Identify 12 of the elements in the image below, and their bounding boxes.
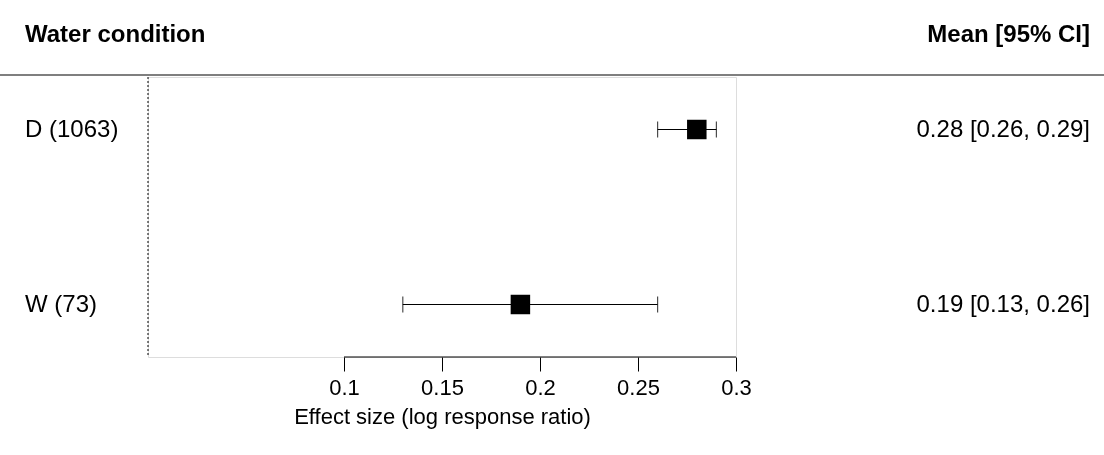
text: Mean [95% CI] [927,20,1090,47]
y-tick-label: W (73) [25,289,97,317]
x-tick-label: 0.25 [617,374,660,400]
x-tick-label: 0.15 [421,374,464,400]
data-label: 0.19 [0.13, 0.26] [916,289,1090,317]
x-tick-label: 0.1 [329,374,360,400]
x-axis-title: Effect size (log response ratio) [294,403,591,429]
data-label: 0.28 [0.26, 0.29] [916,114,1090,142]
x-tick-label: 0.3 [721,374,752,400]
y-axis-title: Water condition [25,20,206,47]
x-tick-label: 0.2 [525,374,556,400]
y-tick-label: D (1063) [25,114,119,142]
